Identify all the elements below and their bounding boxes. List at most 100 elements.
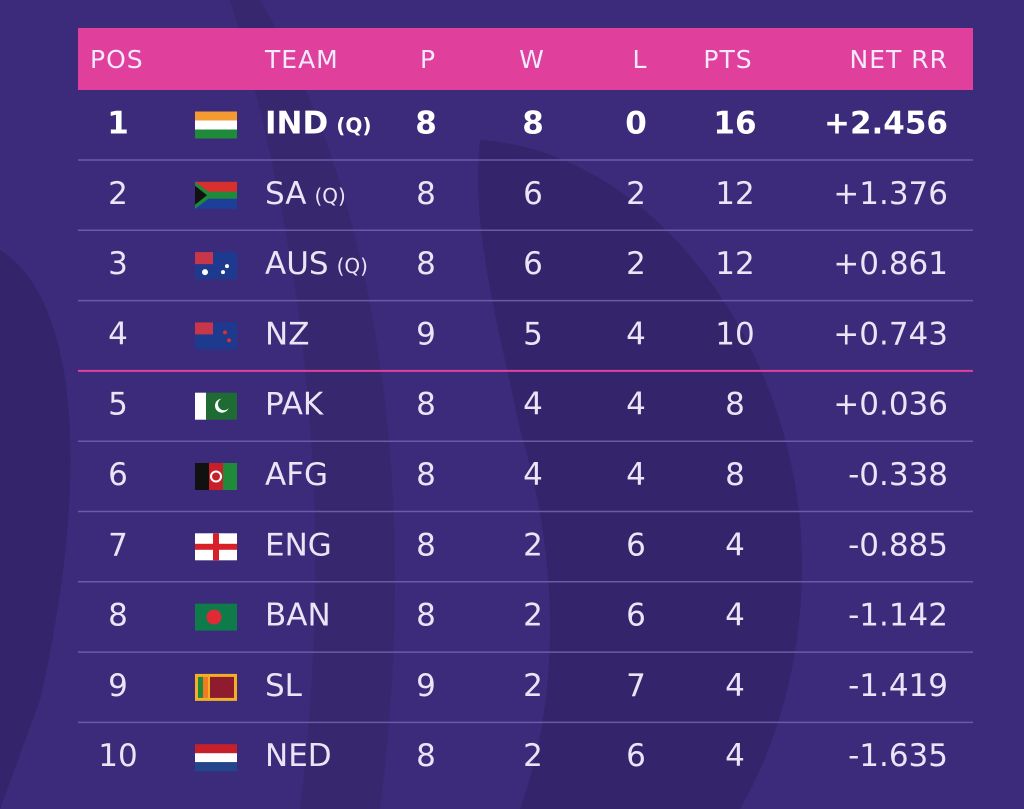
qualified-marker: (Q) bbox=[336, 114, 371, 138]
points: 12 bbox=[715, 176, 754, 212]
flag bbox=[195, 673, 237, 701]
points: 4 bbox=[725, 738, 745, 774]
decor-shape bbox=[0, 250, 71, 809]
qualified-marker: (Q) bbox=[337, 254, 368, 278]
flag bbox=[195, 392, 237, 420]
lost: 0 bbox=[625, 106, 647, 142]
flag bbox=[195, 181, 237, 209]
won: 2 bbox=[523, 668, 543, 704]
position: 6 bbox=[108, 457, 128, 493]
decor-shape bbox=[230, 0, 395, 809]
position: 10 bbox=[98, 738, 137, 774]
points: 8 bbox=[725, 457, 745, 493]
column-header: TEAM bbox=[264, 45, 339, 74]
net-run-rate: -1.142 bbox=[848, 598, 948, 634]
won: 2 bbox=[523, 598, 543, 634]
flag bbox=[221, 270, 225, 275]
table-row: 1 IND (Q) 8 8 0 16 +2.456 bbox=[107, 106, 948, 142]
flag bbox=[195, 762, 237, 772]
flag bbox=[195, 392, 206, 420]
position: 1 bbox=[107, 106, 129, 142]
flag bbox=[227, 338, 231, 343]
flag bbox=[195, 463, 209, 490]
position: 8 bbox=[108, 598, 128, 634]
lost: 6 bbox=[626, 598, 646, 634]
net-run-rate: +1.376 bbox=[833, 176, 948, 212]
flag bbox=[195, 120, 237, 130]
team-name: PAK bbox=[265, 387, 324, 423]
position: 9 bbox=[108, 668, 128, 704]
team-name: SL bbox=[265, 668, 303, 704]
lost: 7 bbox=[626, 668, 646, 704]
column-header: NET RR bbox=[850, 45, 948, 74]
lost: 4 bbox=[626, 457, 646, 493]
header-bar bbox=[78, 28, 973, 90]
flag bbox=[210, 676, 234, 698]
qualified-marker: (Q) bbox=[314, 184, 345, 208]
position: 2 bbox=[108, 176, 128, 212]
table-row: 6 AFG 8 4 4 8 -0.338 bbox=[108, 457, 948, 493]
flag bbox=[203, 676, 208, 698]
flag bbox=[225, 264, 229, 269]
flag bbox=[195, 322, 213, 335]
flag bbox=[195, 603, 237, 631]
flag bbox=[206, 609, 222, 625]
team-name: BAN bbox=[265, 598, 331, 634]
flag bbox=[195, 744, 237, 772]
flag bbox=[198, 676, 203, 698]
lost: 6 bbox=[626, 527, 646, 563]
team-name: AFG bbox=[265, 457, 328, 493]
flag bbox=[195, 185, 207, 205]
column-header: POS bbox=[90, 45, 144, 74]
table-row: 5 PAK 8 4 4 8 +0.036 bbox=[108, 387, 948, 423]
points: 8 bbox=[725, 387, 745, 423]
team-name: SA bbox=[265, 176, 306, 212]
flag bbox=[195, 744, 237, 754]
played: 8 bbox=[416, 598, 436, 634]
points: 4 bbox=[725, 527, 745, 563]
column-header: PTS bbox=[703, 45, 752, 74]
flag bbox=[195, 463, 237, 490]
table-row: 10 NED 8 2 6 4 -1.635 bbox=[98, 738, 948, 774]
points: 16 bbox=[713, 106, 756, 142]
position: 5 bbox=[108, 387, 128, 423]
flag bbox=[195, 252, 213, 265]
flag bbox=[195, 252, 237, 280]
won: 8 bbox=[522, 106, 544, 142]
flag bbox=[202, 269, 208, 276]
flag bbox=[195, 533, 237, 561]
position: 4 bbox=[108, 316, 128, 352]
played: 8 bbox=[416, 387, 436, 423]
column-header: P bbox=[420, 45, 436, 74]
played: 8 bbox=[416, 527, 436, 563]
won: 6 bbox=[523, 246, 543, 282]
flag bbox=[195, 322, 237, 350]
played: 8 bbox=[415, 106, 437, 142]
won: 2 bbox=[523, 738, 543, 774]
team-name: NED bbox=[265, 738, 332, 774]
position: 7 bbox=[108, 527, 128, 563]
won: 4 bbox=[523, 457, 543, 493]
played: 8 bbox=[416, 246, 436, 282]
flag bbox=[223, 463, 237, 490]
team-name: IND bbox=[265, 106, 328, 142]
table-row: 9 SL 9 2 7 4 -1.419 bbox=[108, 668, 948, 704]
won: 5 bbox=[523, 316, 543, 352]
decor-shape bbox=[478, 140, 802, 809]
flag bbox=[195, 111, 237, 121]
lost: 4 bbox=[626, 316, 646, 352]
flag bbox=[195, 129, 237, 139]
flag bbox=[209, 463, 223, 490]
net-run-rate: +0.743 bbox=[833, 316, 948, 352]
lost: 2 bbox=[626, 246, 646, 282]
flag bbox=[195, 111, 237, 139]
points: 12 bbox=[715, 246, 754, 282]
position: 3 bbox=[108, 246, 128, 282]
lost: 4 bbox=[626, 387, 646, 423]
net-run-rate: -0.885 bbox=[848, 527, 948, 563]
flag bbox=[195, 543, 237, 550]
team-name: NZ bbox=[265, 316, 309, 352]
